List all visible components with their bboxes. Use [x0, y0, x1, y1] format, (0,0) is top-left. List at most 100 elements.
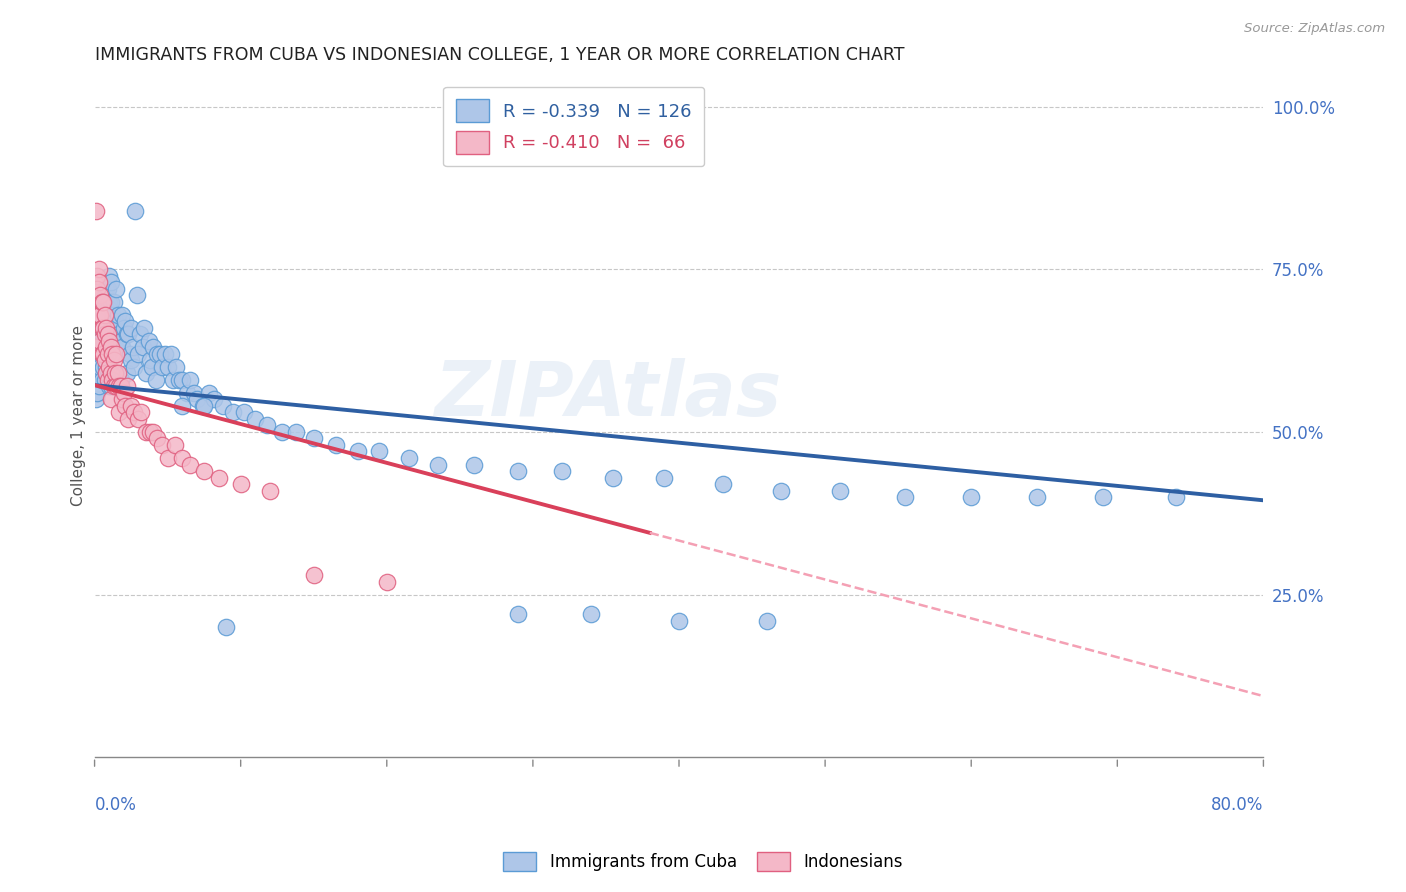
Point [245, 412, 267, 426]
Point [150, 438, 173, 452]
Point [426, 458, 449, 472]
Point [894, 490, 917, 504]
Point [89, 334, 111, 348]
Point [105, 347, 128, 361]
Point [124, 203, 146, 218]
Point [654, 470, 676, 484]
Point [375, 574, 398, 589]
Point [141, 359, 163, 374]
Point [120, 399, 142, 413]
Point [97, 282, 120, 296]
Point [232, 405, 254, 419]
Point [108, 327, 131, 342]
Point [508, 464, 530, 478]
Point [711, 477, 734, 491]
Point [84, 203, 107, 218]
Point [96, 321, 118, 335]
Point [84, 340, 107, 354]
Point [115, 379, 138, 393]
Point [125, 288, 148, 302]
Point [112, 386, 135, 401]
Point [202, 392, 225, 407]
Point [103, 294, 125, 309]
Point [132, 340, 155, 354]
Point [146, 347, 169, 361]
Point [172, 399, 194, 413]
Point [602, 470, 624, 484]
Point [86, 282, 108, 296]
Point [91, 321, 114, 335]
Point [1091, 490, 1114, 504]
Point [112, 321, 135, 335]
Point [139, 353, 162, 368]
Y-axis label: College, 1 year or more: College, 1 year or more [72, 326, 86, 507]
Point [508, 607, 530, 622]
Point [172, 450, 194, 465]
Text: 80.0%: 80.0% [1211, 797, 1264, 814]
Point [179, 458, 201, 472]
Point [111, 392, 134, 407]
Point [131, 405, 153, 419]
Point [105, 379, 128, 393]
Point [86, 268, 108, 283]
Point [101, 373, 124, 387]
Point [463, 458, 485, 472]
Point [668, 614, 690, 628]
Point [100, 367, 122, 381]
Point [551, 464, 574, 478]
Point [114, 399, 136, 413]
Point [162, 373, 184, 387]
Point [96, 308, 118, 322]
Point [84, 392, 107, 407]
Point [98, 294, 121, 309]
Point [96, 340, 118, 354]
Point [87, 347, 110, 361]
Point [755, 614, 778, 628]
Point [108, 379, 131, 393]
Point [212, 399, 235, 413]
Point [122, 359, 145, 374]
Point [107, 340, 129, 354]
Point [142, 340, 165, 354]
Point [101, 308, 124, 322]
Point [94, 327, 117, 342]
Point [89, 308, 111, 322]
Point [91, 347, 114, 361]
Point [104, 340, 127, 354]
Point [100, 379, 122, 393]
Point [120, 321, 142, 335]
Point [142, 425, 165, 439]
Point [115, 367, 138, 381]
Point [90, 294, 112, 309]
Point [91, 340, 114, 354]
Point [134, 321, 156, 335]
Point [86, 386, 108, 401]
Point [346, 444, 368, 458]
Point [90, 308, 112, 322]
Legend: R = -0.339   N = 126, R = -0.410   N =  66: R = -0.339 N = 126, R = -0.410 N = 66 [443, 87, 704, 167]
Point [111, 340, 134, 354]
Point [1164, 490, 1187, 504]
Point [90, 321, 112, 335]
Point [96, 367, 118, 381]
Point [165, 359, 187, 374]
Point [87, 367, 110, 381]
Point [96, 359, 118, 374]
Point [87, 379, 110, 393]
Point [103, 353, 125, 368]
Point [96, 327, 118, 342]
Point [398, 450, 420, 465]
Point [103, 379, 125, 393]
Text: 0.0%: 0.0% [94, 797, 136, 814]
Point [89, 314, 111, 328]
Point [105, 282, 128, 296]
Point [87, 276, 110, 290]
Point [84, 367, 107, 381]
Point [97, 327, 120, 342]
Point [146, 432, 169, 446]
Point [90, 327, 112, 342]
Point [302, 432, 325, 446]
Point [98, 268, 121, 283]
Point [128, 327, 150, 342]
Point [193, 464, 215, 478]
